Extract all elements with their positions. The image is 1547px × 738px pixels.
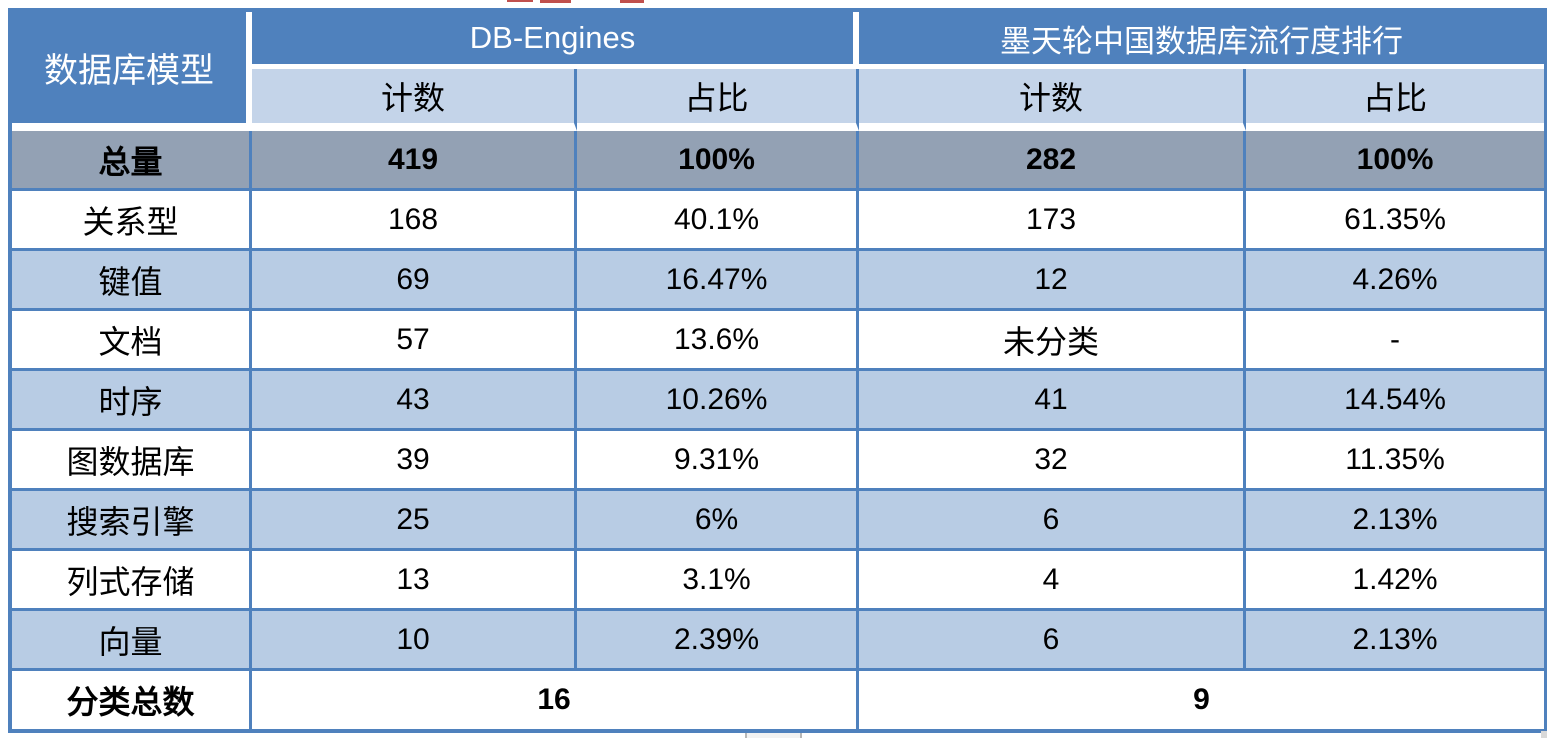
- cell-db-share: 2.39%: [577, 611, 860, 671]
- column-header-db-count: 计数: [252, 69, 577, 131]
- cell-modb-count: 173: [859, 191, 1247, 251]
- cell-modb-count: 4: [859, 551, 1247, 611]
- header-sub-row: 计数 占比 计数 占比: [12, 69, 1545, 131]
- cell-modb-count: 41: [859, 371, 1247, 431]
- row-label: 搜索引擎: [12, 491, 252, 551]
- cell-db-share: 40.1%: [577, 191, 860, 251]
- cell-db-count: 57: [252, 311, 577, 371]
- cell-db-share: 6%: [577, 491, 860, 551]
- row-label: 键值: [12, 251, 252, 311]
- cell-modb-share: 1.42%: [1246, 551, 1545, 611]
- cell-db-count: 43: [252, 371, 577, 431]
- row-graph: 图数据库 39 9.31% 32 11.35%: [12, 431, 1545, 491]
- cell-modb-share: 2.13%: [1246, 491, 1545, 551]
- row-relational: 关系型 168 40.1% 173 61.35%: [12, 191, 1545, 251]
- cell-db-share: 10.26%: [577, 371, 860, 431]
- group-header-db-engines: DB-Engines: [252, 12, 860, 69]
- cell-db-count: 168: [252, 191, 577, 251]
- row-time-series: 时序 43 10.26% 41 14.54%: [12, 371, 1545, 431]
- cell-modb-count: 6: [859, 491, 1247, 551]
- cell-db-share: 13.6%: [577, 311, 860, 371]
- row-label: 列式存储: [12, 551, 252, 611]
- cell-modb-count: 未分类: [859, 311, 1247, 371]
- corner-header-database-model: 数据库模型: [12, 12, 252, 131]
- top-edge-red-artifact: [507, 0, 533, 2]
- cell-db-share: 16.47%: [577, 251, 860, 311]
- row-total: 总量 419 100% 282 100%: [12, 131, 1545, 191]
- cell-modb-share: 11.35%: [1246, 431, 1545, 491]
- cell-db-count: 13: [252, 551, 577, 611]
- column-header-modb-share: 占比: [1246, 69, 1545, 131]
- column-header-modb-count: 计数: [859, 69, 1247, 131]
- header-group-row: 数据库模型 DB-Engines 墨天轮中国数据库流行度排行: [12, 12, 1545, 131]
- cell-db-count: 10: [252, 611, 577, 671]
- cell-db-count: 419: [252, 131, 577, 191]
- cell-modb-count: 32: [859, 431, 1247, 491]
- cell-db-share: 9.31%: [577, 431, 860, 491]
- row-columnar: 列式存储 13 3.1% 4 1.42%: [12, 551, 1545, 611]
- row-label: 文档: [12, 311, 252, 371]
- top-edge-red-artifact: [540, 0, 571, 3]
- row-label: 图数据库: [12, 431, 252, 491]
- row-category-total: 分类总数 16 9: [12, 671, 1545, 729]
- row-label: 关系型: [12, 191, 252, 251]
- cell-modb-share: 2.13%: [1246, 611, 1545, 671]
- cell-modb-share: 14.54%: [1246, 371, 1545, 431]
- cell-modb-count: 12: [859, 251, 1247, 311]
- row-label: 分类总数: [12, 671, 252, 729]
- row-key-value: 键值 69 16.47% 12 4.26%: [12, 251, 1545, 311]
- row-label: 总量: [12, 131, 252, 191]
- horizontal-scrollbar-fragment[interactable]: [745, 733, 802, 738]
- row-search-engine: 搜索引擎 25 6% 6 2.13%: [12, 491, 1545, 551]
- cell-modb-count: 282: [859, 131, 1247, 191]
- top-edge-red-artifact: [620, 0, 644, 3]
- row-vector: 向量 10 2.39% 6 2.13%: [12, 611, 1545, 671]
- cell-modb-share: -: [1246, 311, 1545, 371]
- group-header-modb-ranking: 墨天轮中国数据库流行度排行: [859, 12, 1545, 69]
- cell-db-count: 69: [252, 251, 577, 311]
- column-header-db-share: 占比: [577, 69, 860, 131]
- cell-modb-count: 6: [859, 611, 1247, 671]
- bottom-right-corner-artifact: [1541, 731, 1547, 738]
- cell-db-category-total: 16: [252, 671, 860, 729]
- row-label: 向量: [12, 611, 252, 671]
- cell-db-count: 39: [252, 431, 577, 491]
- database-model-comparison-table: 数据库模型 DB-Engines 墨天轮中国数据库流行度排行 计数 占比 计数 …: [8, 8, 1547, 733]
- cell-db-share: 3.1%: [577, 551, 860, 611]
- cell-modb-category-total: 9: [859, 671, 1545, 729]
- row-label: 时序: [12, 371, 252, 431]
- cell-db-count: 25: [252, 491, 577, 551]
- row-document: 文档 57 13.6% 未分类 -: [12, 311, 1545, 371]
- cell-db-share: 100%: [577, 131, 860, 191]
- cell-modb-share: 100%: [1246, 131, 1545, 191]
- cell-modb-share: 4.26%: [1246, 251, 1545, 311]
- cell-modb-share: 61.35%: [1246, 191, 1545, 251]
